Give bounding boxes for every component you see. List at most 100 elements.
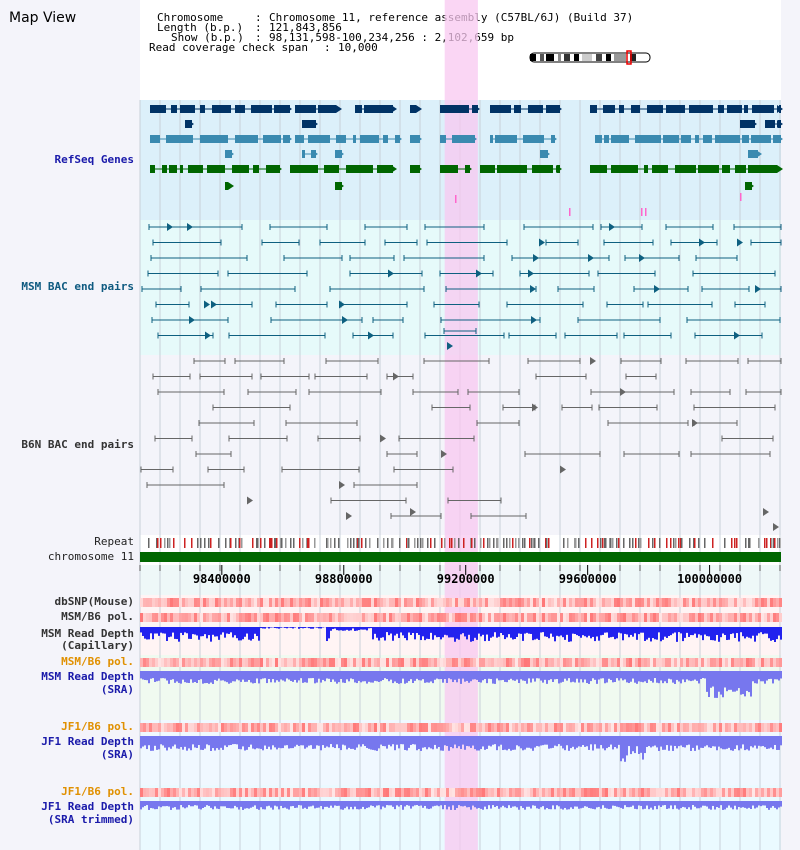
label-msm-b6-pol-2[interactable]: MSM/B6 pol. bbox=[61, 655, 134, 668]
pol-heat-cell bbox=[326, 658, 329, 667]
pol-heat-cell bbox=[779, 788, 782, 797]
label-jf1-depth-trim-1[interactable]: JF1 Read Depth bbox=[41, 800, 134, 813]
gene-strand-arrow bbox=[748, 182, 754, 190]
read-depth-bar bbox=[284, 736, 286, 746]
pol-heat-cell bbox=[653, 723, 656, 732]
pol-heat-cell bbox=[773, 723, 776, 732]
read-depth-bar bbox=[198, 736, 200, 746]
read-depth-bar bbox=[774, 801, 776, 808]
pol-heat-cell bbox=[419, 658, 422, 667]
polymorphism-heat-tracks[interactable] bbox=[140, 598, 782, 797]
label-refseq-genes[interactable]: RefSeq Genes bbox=[54, 153, 134, 166]
pol-heat-cell bbox=[683, 598, 686, 607]
read-depth-bar bbox=[492, 627, 494, 637]
pol-heat-cell bbox=[350, 613, 353, 622]
pol-heat-cell bbox=[242, 613, 245, 622]
pol-heat-cell bbox=[455, 788, 458, 797]
label-jf1-b6-pol-1[interactable]: JF1/B6 pol. bbox=[61, 720, 134, 733]
read-depth-bar bbox=[732, 736, 734, 751]
read-depth-bar bbox=[272, 736, 274, 746]
read-depth-bar bbox=[332, 671, 334, 680]
pol-heat-cell bbox=[641, 723, 644, 732]
read-depth-bar bbox=[758, 801, 760, 806]
read-depth-bar bbox=[556, 627, 558, 636]
label-msm-depth-sra-1[interactable]: MSM Read Depth bbox=[41, 670, 134, 683]
read-depth-bar bbox=[772, 627, 774, 641]
read-depth-bar bbox=[624, 627, 626, 634]
pol-heat-cell bbox=[224, 613, 227, 622]
gene-exon bbox=[212, 105, 231, 113]
read-depth-bar bbox=[398, 671, 400, 684]
read-depth-bar bbox=[476, 627, 478, 640]
label-dbsnp[interactable]: dbSNP(Mouse) bbox=[54, 595, 134, 608]
read-depth-bar bbox=[162, 627, 164, 634]
read-depth-tracks[interactable] bbox=[140, 627, 782, 810]
label-repeat[interactable]: Repeat bbox=[94, 535, 134, 548]
read-depth-bar bbox=[368, 801, 370, 808]
read-depth-bar bbox=[372, 671, 374, 683]
pol-heat-cell bbox=[206, 598, 209, 607]
label-jf1-b6-pol-2[interactable]: JF1/B6 pol. bbox=[61, 785, 134, 798]
pol-heat-cell bbox=[281, 723, 284, 732]
pol-heat-cell bbox=[389, 788, 392, 797]
repeat-element bbox=[731, 538, 733, 548]
repeat-element bbox=[515, 538, 517, 548]
pol-heat-cell bbox=[689, 613, 692, 622]
pol-heat-cell bbox=[518, 598, 521, 607]
pol-heat-cell bbox=[512, 723, 515, 732]
read-depth-bar bbox=[336, 627, 338, 631]
repeat-element bbox=[387, 538, 389, 548]
pol-heat-cell bbox=[287, 723, 290, 732]
read-depth-bar bbox=[486, 627, 488, 635]
read-depth-bar bbox=[736, 627, 738, 634]
read-depth-bar bbox=[686, 627, 688, 633]
gene-strand-arrow bbox=[336, 105, 342, 113]
read-depth-bar bbox=[426, 627, 428, 639]
read-depth-bar bbox=[420, 801, 422, 806]
refseq-genes-track[interactable] bbox=[150, 105, 783, 216]
read-depth-bar bbox=[148, 736, 150, 746]
read-depth-bar bbox=[574, 801, 576, 807]
pol-heat-cell bbox=[344, 723, 347, 732]
read-depth-bar bbox=[188, 801, 190, 806]
label-msm-bac[interactable]: MSM BAC end pairs bbox=[21, 280, 134, 293]
read-depth-bar bbox=[714, 671, 716, 698]
gene-exon bbox=[546, 105, 560, 113]
pol-heat-cell bbox=[407, 598, 410, 607]
read-depth-bar bbox=[730, 736, 732, 751]
pol-heat-cell bbox=[173, 658, 176, 667]
read-depth-bar bbox=[396, 736, 398, 745]
read-depth-bar bbox=[334, 736, 336, 749]
pol-heat-cell bbox=[266, 613, 269, 622]
pol-heat-cell bbox=[482, 788, 485, 797]
repeat-track[interactable] bbox=[148, 538, 781, 548]
read-depth-bar bbox=[674, 671, 676, 684]
b6n-bac-arrow bbox=[339, 481, 345, 489]
pol-heat-cell bbox=[404, 613, 407, 622]
label-b6n-bac[interactable]: B6N BAC end pairs bbox=[21, 438, 134, 451]
read-depth-bar bbox=[300, 736, 302, 746]
pol-heat-cell bbox=[638, 598, 641, 607]
b6n-bac-arrow bbox=[393, 372, 399, 381]
b6n-bac-track[interactable] bbox=[140, 357, 782, 531]
pol-heat-cell bbox=[278, 788, 281, 797]
pol-heat-cell bbox=[608, 613, 611, 622]
pol-heat-cell bbox=[584, 598, 587, 607]
gene-strand-arrow bbox=[777, 135, 783, 143]
label-msm-depth-cap-1[interactable]: MSM Read Depth bbox=[41, 627, 134, 640]
read-depth-bar bbox=[756, 627, 758, 636]
read-depth-bar bbox=[266, 671, 268, 684]
label-jf1-depth-sra-1[interactable]: JF1 Read Depth bbox=[41, 735, 134, 748]
read-depth-bar bbox=[386, 736, 388, 749]
pol-heat-cell bbox=[407, 723, 410, 732]
pol-heat-cell bbox=[230, 723, 233, 732]
read-depth-bar bbox=[328, 671, 330, 679]
read-depth-bar bbox=[400, 627, 402, 633]
msm-bac-track[interactable] bbox=[141, 223, 782, 350]
label-msm-b6-pol-1[interactable]: MSM/B6 pol. bbox=[61, 610, 134, 623]
read-depth-bar bbox=[152, 671, 154, 679]
read-depth-bar bbox=[774, 736, 776, 745]
read-depth-bar bbox=[430, 801, 432, 809]
read-depth-bar bbox=[164, 671, 166, 679]
